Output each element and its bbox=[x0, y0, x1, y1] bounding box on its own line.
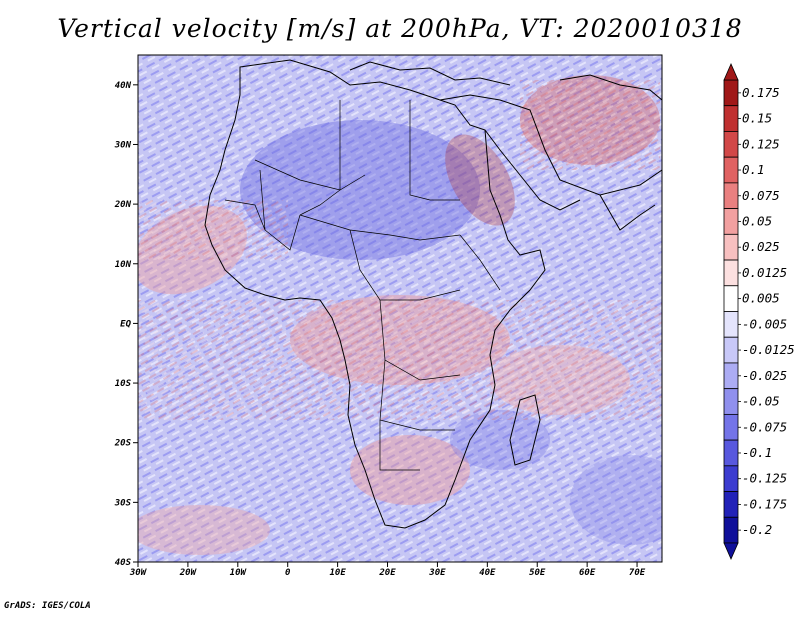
colorbar-label: -0.075 bbox=[742, 419, 787, 434]
colorbar-swatch bbox=[723, 182, 739, 210]
colorbar-label: 0.005 bbox=[742, 291, 780, 306]
colorbar-label: 0.0125 bbox=[742, 265, 787, 280]
colorbar-label: 0.175 bbox=[742, 85, 780, 100]
colorbar-label: -0.025 bbox=[742, 368, 787, 383]
lat-tick-label: 30N bbox=[114, 140, 132, 150]
lat-tick-label: 30S bbox=[114, 498, 132, 508]
colorbar-swatch bbox=[723, 388, 739, 415]
colorbar-swatch bbox=[723, 156, 739, 184]
colorbar-label: -0.005 bbox=[742, 316, 787, 331]
lat-tick-label: 10N bbox=[115, 260, 132, 270]
velocity-field bbox=[138, 55, 662, 562]
lon-tick-label: 30E bbox=[428, 568, 446, 578]
colorbar-bottom-arrow bbox=[723, 542, 739, 560]
lon-tick-label: 70E bbox=[629, 568, 646, 578]
colorbar-label: 0.15 bbox=[742, 111, 772, 126]
lon-tick-label: 40E bbox=[479, 568, 496, 578]
lon-tick-label: 30W bbox=[129, 568, 148, 578]
lon-tick-label: 20E bbox=[378, 568, 396, 578]
colorbar-label: 0.1 bbox=[742, 162, 765, 177]
colorbar-top-arrow bbox=[723, 63, 739, 81]
colorbar-swatch bbox=[723, 208, 739, 235]
latitude-axis: 40N 30N 20N 10N EQ 10S 20S 30S 40S bbox=[114, 81, 138, 568]
colorbar-label: -0.05 bbox=[742, 394, 780, 409]
colorbar-label: 0.075 bbox=[742, 188, 780, 203]
colorbar-swatch bbox=[723, 516, 739, 544]
lon-tick-label: 0 bbox=[285, 568, 291, 578]
colorbar-swatch bbox=[723, 105, 739, 132]
colorbar-swatch bbox=[723, 439, 739, 467]
colorbar-swatch bbox=[723, 311, 739, 338]
lat-tick-label: 40N bbox=[115, 81, 132, 91]
lon-tick-label: 60E bbox=[579, 568, 596, 578]
colorbar-swatch bbox=[723, 336, 739, 364]
colorbar-label: 0.05 bbox=[742, 213, 772, 228]
colorbar-label: -0.1 bbox=[742, 445, 772, 460]
grads-credit: GrADS: IGES/COLA bbox=[4, 601, 91, 611]
colorbar-label: -0.175 bbox=[742, 496, 787, 511]
colorbar-swatch bbox=[723, 233, 739, 261]
chart-title: Vertical velocity [m/s] at 200hPa, VT: 2… bbox=[57, 14, 743, 43]
lon-tick-label: 20W bbox=[179, 568, 198, 578]
colorbar-label: -0.2 bbox=[742, 522, 772, 537]
colorbar-swatch bbox=[723, 413, 739, 441]
lon-tick-label: 50E bbox=[529, 568, 546, 578]
colorbar-swatch bbox=[723, 285, 739, 312]
lat-tick-label: 10S bbox=[115, 379, 132, 389]
colorbar-label: 0.025 bbox=[742, 239, 780, 254]
country-borders bbox=[224, 100, 501, 471]
colorbar-swatch bbox=[723, 79, 739, 107]
colorbar-label: -0.125 bbox=[742, 471, 787, 486]
colorbar-label: -0.0125 bbox=[742, 342, 795, 357]
colorbar-swatch bbox=[723, 465, 739, 492]
longitude-axis: 30W 20W 10W 0 10E 20E 30E 40E 50E 60E 70E bbox=[129, 562, 646, 578]
lat-tick-label: 40S bbox=[115, 558, 132, 568]
coastlines bbox=[204, 59, 662, 529]
colorbar-swatch bbox=[723, 131, 739, 158]
lat-tick-label: 20S bbox=[114, 439, 132, 449]
colorbar: 0.175 0.15 0.125 0.1 0.075 0.05 0.025 0.0125 0.0… bbox=[723, 63, 795, 560]
colorbar-swatch bbox=[723, 491, 739, 518]
colorbar-label: 0.125 bbox=[742, 136, 780, 151]
lat-tick-label: 20N bbox=[114, 200, 132, 210]
lon-tick-label: 10W bbox=[230, 568, 248, 578]
lon-tick-label: 10E bbox=[329, 568, 346, 578]
plot-frame bbox=[137, 54, 663, 563]
colorbar-swatch bbox=[723, 362, 739, 390]
colorbar-swatch bbox=[723, 259, 739, 287]
lat-tick-label: EQ bbox=[120, 319, 131, 329]
